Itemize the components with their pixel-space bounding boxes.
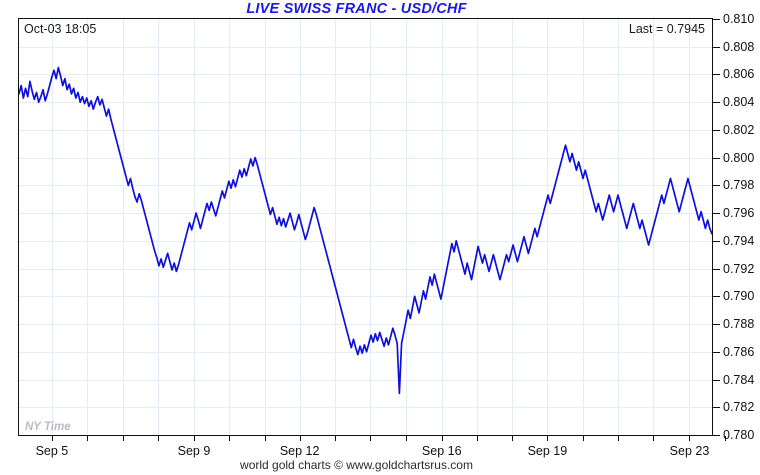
y-axis-label: 0.784 bbox=[723, 372, 755, 387]
y-axis-label: 0.792 bbox=[723, 261, 755, 276]
y-axis-tick bbox=[713, 268, 720, 270]
y-axis-label: 0.788 bbox=[723, 317, 755, 332]
y-axis-tick bbox=[713, 296, 720, 298]
x-axis-tick bbox=[264, 436, 266, 441]
y-axis-tick bbox=[713, 74, 720, 76]
x-axis-tick bbox=[87, 436, 89, 441]
y-axis-tick bbox=[713, 19, 720, 20]
x-axis-tick bbox=[335, 436, 336, 441]
x-axis-tick bbox=[299, 436, 301, 441]
plot-inner bbox=[19, 19, 712, 435]
x-axis-label: Sep 23 bbox=[669, 444, 710, 458]
y-axis-tick bbox=[713, 46, 720, 48]
y-axis-tick bbox=[713, 157, 720, 159]
y-axis-label: 0.780 bbox=[723, 428, 755, 442]
x-axis-tick bbox=[157, 436, 159, 441]
page-title: LIVE SWISS FRANC - USD/CHF bbox=[246, 1, 467, 17]
y-axis-label: 0.798 bbox=[723, 178, 755, 193]
y-axis-tick bbox=[713, 185, 720, 187]
x-axis-tick bbox=[51, 436, 53, 441]
footer-credit: world gold charts © www.goldchartsrus.co… bbox=[240, 458, 473, 472]
x-axis-tick bbox=[653, 436, 655, 441]
timezone-watermark: NY Time bbox=[25, 421, 71, 433]
y-axis-label: 0.790 bbox=[723, 289, 755, 304]
y-axis-tick bbox=[713, 324, 720, 326]
y-axis-label: 0.806 bbox=[723, 67, 755, 82]
price-line-series bbox=[19, 66, 712, 395]
last-price-label: Last = 0.7945 bbox=[628, 22, 705, 36]
x-axis-tick bbox=[689, 436, 691, 441]
x-axis-tick bbox=[441, 436, 443, 441]
x-axis-tick bbox=[229, 436, 231, 441]
y-axis-tick bbox=[713, 129, 720, 131]
y-axis-tick bbox=[713, 240, 720, 242]
y-axis-label: 0.810 bbox=[723, 12, 755, 26]
x-axis-label: Sep 19 bbox=[527, 444, 568, 458]
x-axis-tick bbox=[477, 436, 479, 441]
x-axis-tick bbox=[405, 436, 407, 441]
grid-lines bbox=[19, 19, 712, 435]
y-axis-tick bbox=[713, 102, 720, 104]
date-timestamp-label: Oct-03 18:05 bbox=[24, 22, 97, 36]
x-axis-tick bbox=[370, 436, 372, 441]
x-axis-label: Sep 9 bbox=[177, 444, 211, 458]
y-axis-label: 0.808 bbox=[723, 39, 755, 54]
y-axis-label: 0.786 bbox=[723, 344, 755, 359]
y-axis-tick bbox=[713, 213, 720, 215]
y-axis-label: 0.802 bbox=[723, 122, 755, 137]
y-axis-label: 0.804 bbox=[723, 95, 755, 110]
x-axis-label: Sep 5 bbox=[35, 444, 69, 458]
y-axis-label: 0.800 bbox=[723, 150, 755, 165]
y-axis-tick bbox=[713, 379, 720, 381]
y-axis-tick bbox=[713, 407, 720, 409]
x-axis-tick bbox=[618, 436, 620, 441]
x-axis-label: Sep 12 bbox=[279, 444, 320, 458]
x-axis-tick bbox=[122, 436, 124, 441]
plot-area: Oct-03 18:05 Last = 0.7945 NY Time bbox=[18, 18, 713, 436]
y-axis-tick bbox=[713, 435, 720, 436]
x-axis-label: Sep 16 bbox=[421, 444, 462, 458]
x-axis-tick bbox=[582, 436, 584, 441]
y-axis-label: 0.794 bbox=[723, 233, 755, 248]
x-axis-tick bbox=[193, 436, 195, 441]
x-axis-tick bbox=[724, 436, 726, 441]
y-axis-label: 0.782 bbox=[723, 400, 755, 415]
y-axis: 0.810 0.808 0.806 0.804 0.802 0.800 0.798 0.796… bbox=[713, 12, 760, 442]
x-axis-tick bbox=[547, 436, 549, 441]
y-axis-label: 0.796 bbox=[723, 206, 755, 221]
y-axis-tick bbox=[713, 351, 720, 353]
x-axis-tick bbox=[512, 436, 514, 441]
